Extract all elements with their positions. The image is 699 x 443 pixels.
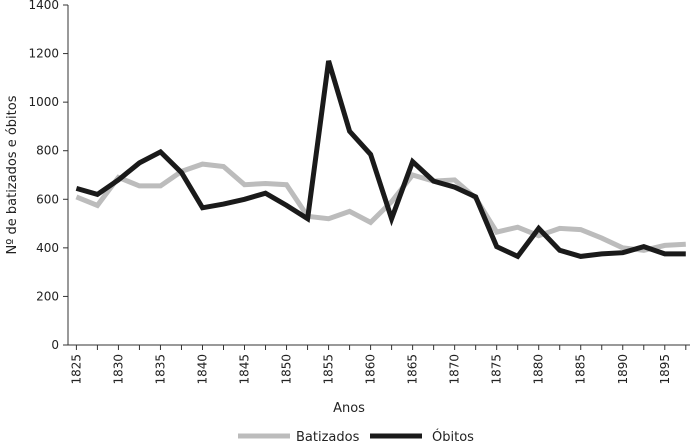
y-tick-label: 0 [51, 338, 59, 352]
x-tick-label: 1835 [153, 354, 167, 385]
legend: Batizados Óbitos [238, 429, 474, 443]
x-tick-label: 1870 [448, 354, 462, 385]
x-tick-label: 1880 [532, 354, 546, 385]
y-axis: 0 200 400 600 800 1000 1200 1400 [28, 0, 69, 352]
x-tick-label: 1845 [238, 354, 252, 385]
y-tick-label: 1000 [28, 95, 59, 109]
x-tick-label: 1840 [195, 354, 209, 385]
x-tick-label: 1860 [364, 354, 378, 385]
y-tick-label: 400 [36, 241, 59, 255]
x-axis-title: Anos [333, 401, 365, 416]
x-tick-label: 1850 [280, 354, 294, 385]
y-tick-label: 1200 [28, 47, 59, 61]
series-layer [75, 60, 686, 260]
x-tick-label: 1865 [406, 354, 420, 385]
y-tick-label: 600 [36, 192, 59, 206]
x-tick-label: 1830 [111, 354, 125, 385]
y-axis-title: Nº de batizados e óbitos [5, 95, 20, 254]
legend-label: Óbitos [432, 429, 474, 443]
y-tick-label: 800 [36, 144, 59, 158]
x-tick-label: 1825 [69, 354, 83, 385]
legend-label: Batizados [296, 430, 360, 443]
x-tick-label: 1890 [616, 354, 630, 385]
x-tick-label: 1885 [574, 354, 588, 385]
y-tick-label: 200 [36, 289, 59, 303]
x-tick-label: 1855 [322, 354, 336, 385]
x-axis: 1825 1830 1835 1840 1845 1850 1855 1860 1865 1870… [68, 344, 690, 385]
x-tick-label: 1875 [490, 354, 504, 385]
x-tick-label: 1895 [658, 354, 672, 385]
series-line-obitos [75, 60, 686, 260]
series-line-batizados [75, 161, 686, 253]
y-tick-label: 1400 [28, 0, 59, 12]
